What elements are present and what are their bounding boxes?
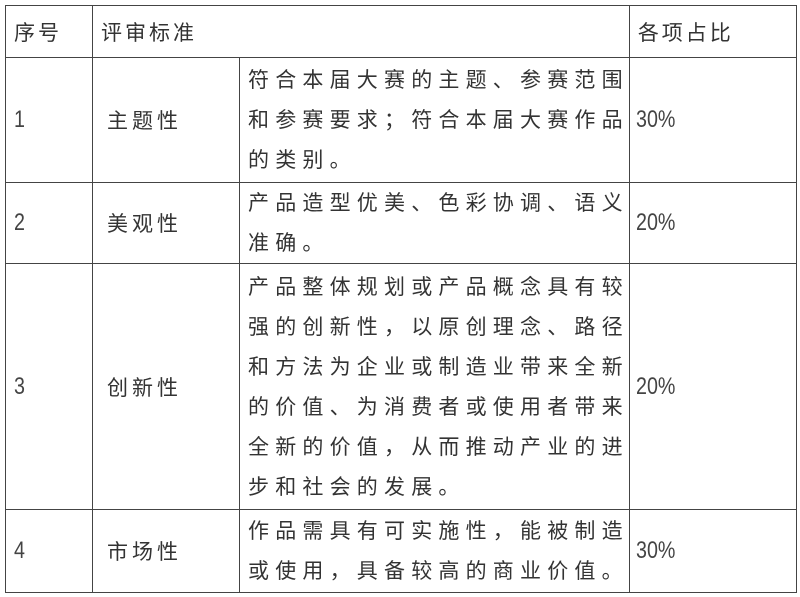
- row-weight: 30%: [628, 509, 797, 593]
- description-line: 产品整体规划或产品概念具有较: [248, 274, 629, 299]
- row-description: 产品整体规划或产品概念具有较 强的创新性，以原创理念、路径 和方法为企业或制造业…: [239, 263, 630, 510]
- header-index: 序号: [5, 5, 93, 58]
- description-line: 或使用，具备较高的商业价值。: [248, 559, 629, 583]
- header-row: 序号 评审标准 各项占比: [5, 5, 797, 58]
- row-index: 3: [5, 263, 93, 510]
- description-line: 和参赛要求；符合本届大赛作品: [248, 108, 629, 132]
- row-description: 符合本届大赛的主题、参赛范围 和参赛要求；符合本届大赛作品 的类别。: [239, 57, 630, 183]
- description-line: 准确。: [248, 231, 330, 255]
- header-criteria: 评审标准: [92, 5, 630, 58]
- row-criterion: 美观性: [92, 182, 240, 264]
- row-weight: 20%: [628, 182, 797, 264]
- description-line: 强的创新性，以原创理念、路径: [248, 314, 629, 339]
- row-description: 产品造型优美、色彩协调、语义 准确。: [239, 182, 630, 264]
- table-row: 1 主题性 符合本届大赛的主题、参赛范围 和参赛要求；符合本届大赛作品 的类别。…: [5, 57, 797, 183]
- description-line: 全新的价值，从而推动产业的进: [248, 434, 629, 459]
- description-line: 产品造型优美、色彩协调、语义: [248, 191, 629, 215]
- row-index: 1: [5, 57, 93, 183]
- description-line: 符合本届大赛的主题、参赛范围: [248, 68, 629, 92]
- row-criterion: 创新性: [92, 263, 240, 510]
- description-line: 作品需具有可实施性，能被制造: [248, 519, 629, 543]
- description-line: 和方法为企业或制造业带来全新: [248, 354, 629, 379]
- row-index: 2: [5, 182, 93, 264]
- row-weight: 20%: [628, 263, 797, 510]
- table-row: 4 市场性 作品需具有可实施性，能被制造 或使用，具备较高的商业价值。 30%: [5, 509, 797, 593]
- description-line: 的价值、为消费者或使用者带来: [248, 394, 629, 419]
- description-line: 步和社会的发展。: [248, 474, 466, 499]
- criteria-table: 序号 评审标准 各项占比 1 主题性 符合本届大赛的主题、参赛范围 和参赛要求；…: [5, 5, 797, 593]
- row-description: 作品需具有可实施性，能被制造 或使用，具备较高的商业价值。: [239, 509, 630, 593]
- row-criterion: 主题性: [92, 57, 240, 183]
- row-weight: 30%: [628, 57, 797, 183]
- row-index: 4: [5, 509, 93, 593]
- row-criterion: 市场性: [92, 509, 240, 593]
- table-row: 2 美观性 产品造型优美、色彩协调、语义 准确。 20%: [5, 182, 797, 264]
- description-line: 的类别。: [248, 148, 357, 172]
- table-row: 3 创新性 产品整体规划或产品概念具有较 强的创新性，以原创理念、路径 和方法为…: [5, 263, 797, 510]
- header-weight: 各项占比: [628, 5, 797, 58]
